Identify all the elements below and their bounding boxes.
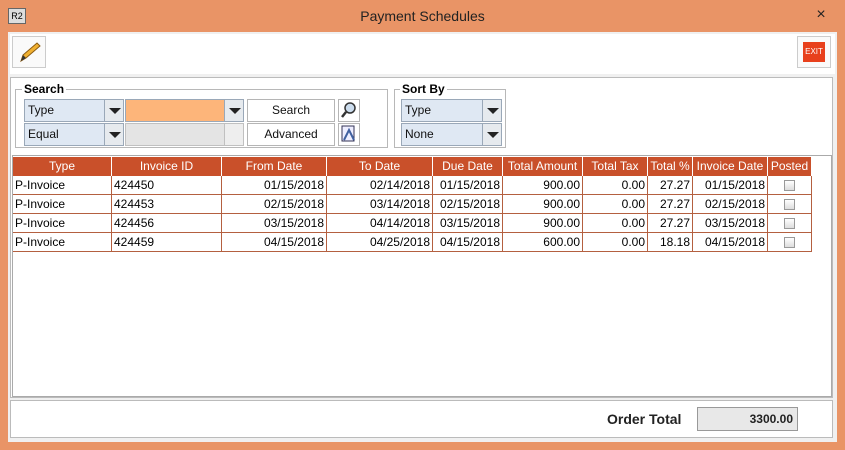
order-total-label: Order Total <box>607 411 682 427</box>
exit-button[interactable]: EXIT <box>797 36 831 68</box>
edit-button[interactable] <box>12 36 46 68</box>
dropdown-arrow[interactable] <box>104 123 124 146</box>
table-cell[interactable]: 424456 <box>112 214 222 233</box>
window-title: Payment Schedules <box>360 8 485 24</box>
table-cell[interactable]: 0.00 <box>583 233 648 252</box>
pencil-icon <box>20 42 41 63</box>
column-header[interactable]: Posted <box>768 157 812 176</box>
column-header[interactable]: Total % <box>648 157 693 176</box>
sort-group-label: Sort By <box>400 82 447 96</box>
table-cell[interactable]: 27.27 <box>648 195 693 214</box>
table-cell[interactable]: 04/15/2018 <box>222 233 327 252</box>
table-cell[interactable]: 600.00 <box>503 233 583 252</box>
table-cell[interactable]: 18.18 <box>648 233 693 252</box>
table-cell[interactable]: 03/15/2018 <box>693 214 768 233</box>
order-total-value: 3300.00 <box>697 407 798 431</box>
search-group <box>15 89 388 148</box>
table-cell[interactable]: 03/14/2018 <box>327 195 433 214</box>
posted-cell <box>768 214 812 233</box>
search-button[interactable]: Search <box>247 99 335 122</box>
posted-cell <box>768 176 812 195</box>
table-cell[interactable]: P-Invoice <box>13 214 112 233</box>
column-header[interactable]: Invoice Date <box>693 157 768 176</box>
posted-checkbox[interactable] <box>784 180 795 191</box>
table-cell[interactable]: 424450 <box>112 176 222 195</box>
table-cell[interactable]: 04/25/2018 <box>327 233 433 252</box>
search-field-select[interactable]: Type <box>24 99 105 122</box>
toolbar <box>10 34 835 74</box>
exit-label: EXIT <box>803 42 825 62</box>
table-cell[interactable]: 04/15/2018 <box>433 233 503 252</box>
column-header[interactable]: Type <box>13 157 112 176</box>
search-group-label: Search <box>22 82 67 96</box>
table-cell[interactable]: 27.27 <box>648 214 693 233</box>
table-cell[interactable]: 0.00 <box>583 176 648 195</box>
operator-select[interactable]: Equal <box>24 123 105 146</box>
table-cell[interactable]: 424459 <box>112 233 222 252</box>
table-cell[interactable]: 01/15/2018 <box>693 176 768 195</box>
table-cell[interactable]: 0.00 <box>583 195 648 214</box>
table-cell[interactable]: 424453 <box>112 195 222 214</box>
footer-panel <box>10 400 833 438</box>
table-cell[interactable]: 0.00 <box>583 214 648 233</box>
advanced-icon <box>341 125 355 142</box>
table-cell[interactable]: 02/15/2018 <box>693 195 768 214</box>
table-cell[interactable]: P-Invoice <box>13 176 112 195</box>
table-area <box>12 155 832 397</box>
posted-checkbox[interactable] <box>784 237 795 248</box>
table-cell[interactable]: 04/14/2018 <box>327 214 433 233</box>
sort-group <box>394 89 506 148</box>
table-cell[interactable]: 900.00 <box>503 176 583 195</box>
dropdown-arrow[interactable] <box>104 99 124 122</box>
column-header[interactable]: Due Date <box>433 157 503 176</box>
dropdown-arrow[interactable] <box>482 123 502 146</box>
posted-checkbox[interactable] <box>784 199 795 210</box>
table-cell[interactable]: 02/14/2018 <box>327 176 433 195</box>
table-cell[interactable]: 03/15/2018 <box>222 214 327 233</box>
search-icon-button[interactable] <box>338 99 360 122</box>
posted-checkbox[interactable] <box>784 218 795 229</box>
magnifier-icon <box>341 102 356 118</box>
table-cell[interactable]: 01/15/2018 <box>433 176 503 195</box>
close-button[interactable]: × <box>816 6 826 23</box>
dropdown-arrow[interactable] <box>224 99 244 122</box>
advanced-icon-button[interactable] <box>338 123 360 146</box>
search-value-select[interactable] <box>125 99 225 122</box>
column-header[interactable]: Total Tax <box>583 157 648 176</box>
table-cell[interactable]: 01/15/2018 <box>222 176 327 195</box>
column-header[interactable]: To Date <box>327 157 433 176</box>
table-cell[interactable]: 04/15/2018 <box>693 233 768 252</box>
posted-cell <box>768 233 812 252</box>
table-cell[interactable]: 900.00 <box>503 214 583 233</box>
disabled-arrow <box>224 123 244 146</box>
column-header[interactable]: Invoice ID <box>112 157 222 176</box>
table-cell[interactable]: 02/15/2018 <box>433 195 503 214</box>
app-icon: R2 <box>8 8 26 24</box>
column-header[interactable]: From Date <box>222 157 327 176</box>
table-cell[interactable]: P-Invoice <box>13 195 112 214</box>
table-cell[interactable]: 03/15/2018 <box>433 214 503 233</box>
table-cell[interactable]: 27.27 <box>648 176 693 195</box>
table-cell[interactable]: 02/15/2018 <box>222 195 327 214</box>
dropdown-arrow[interactable] <box>482 99 502 122</box>
advanced-button[interactable]: Advanced <box>247 123 335 146</box>
sort-primary-select[interactable]: Type <box>401 99 483 122</box>
posted-cell <box>768 195 812 214</box>
table-cell[interactable]: P-Invoice <box>13 233 112 252</box>
disabled-value-select <box>125 123 225 146</box>
column-header[interactable]: Total Amount <box>503 157 583 176</box>
sort-secondary-select[interactable]: None <box>401 123 483 146</box>
table-cell[interactable]: 900.00 <box>503 195 583 214</box>
